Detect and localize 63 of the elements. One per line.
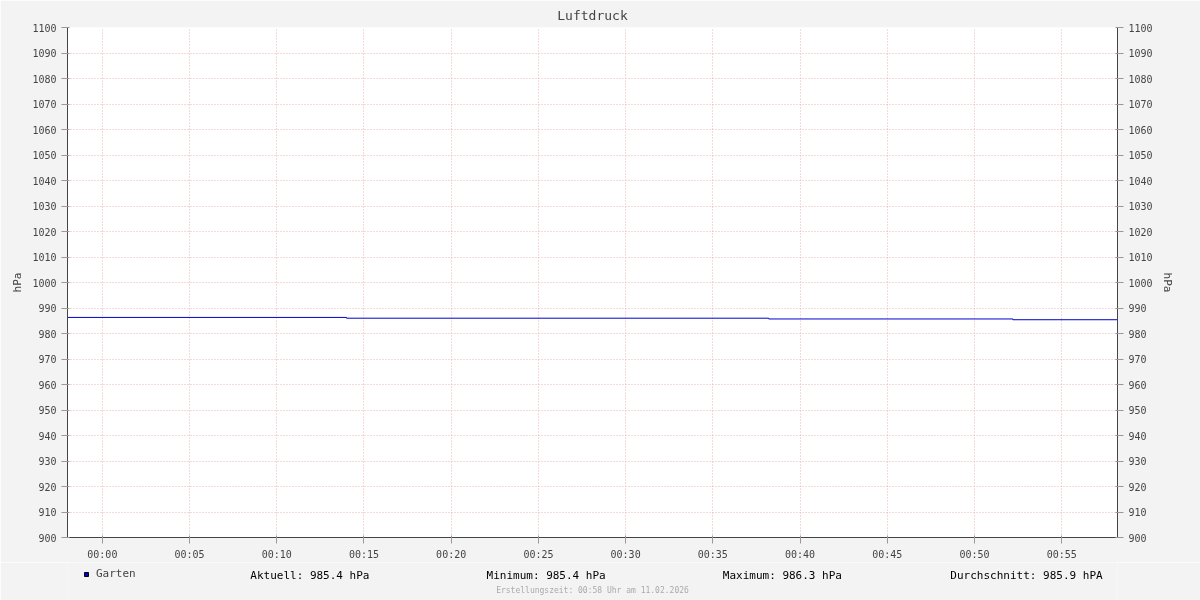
y2-tick-label: 1010 — [1128, 252, 1153, 263]
x-tick-label: 00:20 — [436, 548, 467, 560]
y-tick-label: 980 — [38, 328, 57, 340]
y2-tick-label: 1070 — [1128, 99, 1153, 110]
y-axis-title: hPa — [11, 272, 25, 293]
y2-axis-title: hPa — [1160, 272, 1174, 293]
y2-tick-label: 990 — [1128, 303, 1147, 314]
y2-tick-label: 910 — [1128, 507, 1147, 518]
y2-tick-label: 1080 — [1128, 73, 1153, 85]
y2-tick-label: 1100 — [1128, 22, 1153, 34]
x-tick-label: 00:00 — [87, 548, 118, 560]
x-tick-label: 00:35 — [697, 548, 728, 560]
x-tick-label: 00:45 — [872, 548, 903, 560]
y-tick-label: 1070 — [32, 99, 57, 110]
y-tick-label: 1080 — [32, 73, 57, 85]
y-tick-label: 1090 — [32, 48, 57, 59]
y-tick-label: 1000 — [32, 277, 57, 289]
text: Erstellungszeit: 00:58 Uhr am 11.02.2026 — [496, 586, 690, 595]
y2-tick-label: 960 — [1128, 379, 1147, 391]
y2-tick-label: 1090 — [1128, 48, 1153, 59]
y-tick-label: 970 — [38, 354, 57, 365]
y-tick-label: 1050 — [32, 150, 57, 161]
x-tick-label: 00:40 — [785, 548, 816, 560]
y2-tick-label: 900 — [1128, 532, 1147, 544]
y2-tick-label: 1060 — [1128, 124, 1153, 136]
y2-tick-label: 1000 — [1128, 277, 1153, 289]
y-tick-label: 960 — [38, 379, 57, 391]
y2-tick-label: 1050 — [1128, 150, 1153, 161]
text: Minimum: 985.4 hPa — [486, 569, 606, 582]
y-tick-label: 920 — [38, 481, 57, 493]
x-tick-label: 00:25 — [523, 548, 554, 560]
y2-tick-label: 970 — [1128, 354, 1147, 365]
y-tick-label: 1060 — [32, 124, 57, 136]
y-tick-label: 1030 — [32, 201, 57, 212]
text: Maximum: 986.3 hPa — [722, 569, 842, 582]
x-tick-label: 00:50 — [959, 548, 990, 560]
y-tick-label: 1100 — [32, 22, 57, 34]
x-tick-label: 00:30 — [610, 548, 641, 560]
legend-label: Garten — [96, 567, 136, 580]
y-tick-label: 1040 — [32, 175, 57, 187]
y2-tick-label: 1020 — [1128, 226, 1153, 238]
y2-tick-label: 940 — [1128, 430, 1147, 442]
y-tick-label: 950 — [38, 405, 57, 416]
y2-tick-label: 980 — [1128, 328, 1147, 340]
y2-tick-label: 1030 — [1128, 201, 1153, 212]
x-tick-label: 00:05 — [174, 548, 205, 560]
y2-tick-label: 1040 — [1128, 175, 1153, 187]
y-tick-label: 1020 — [32, 226, 57, 238]
y-tick-label: 910 — [38, 507, 57, 518]
text: Durchschnitt: 985.9 hPA — [950, 569, 1103, 582]
y-tick-label: 1010 — [32, 252, 57, 263]
x-tick-label: 00:10 — [261, 548, 292, 560]
y-tick-label: 930 — [38, 456, 57, 467]
x-tick-label: 00:55 — [1046, 548, 1077, 560]
chart-title: Luftdruck — [557, 7, 628, 23]
text: Aktuell: 985.4 hPa — [250, 569, 370, 582]
y-tick-label: 990 — [38, 303, 57, 314]
y-tick-label: 900 — [38, 532, 57, 544]
x-tick-label: 00:15 — [348, 548, 380, 560]
y2-tick-label: 920 — [1128, 481, 1147, 493]
y-tick-label: 940 — [38, 430, 57, 442]
y2-tick-label: 950 — [1128, 405, 1147, 416]
y2-tick-label: 930 — [1128, 456, 1147, 467]
